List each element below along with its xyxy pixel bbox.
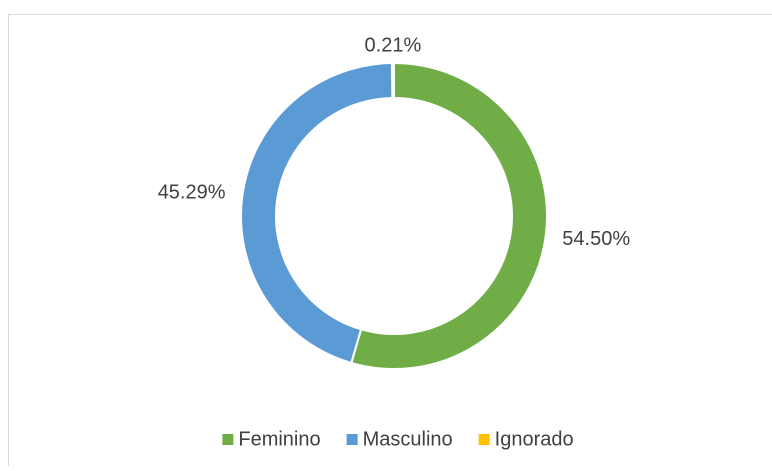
legend-label: Ignorado (495, 428, 574, 450)
donut-segment (392, 63, 394, 98)
data-label: 54.50% (562, 228, 630, 250)
legend-label: Feminino (238, 428, 320, 450)
legend-swatch (347, 434, 358, 445)
legend-swatch (479, 434, 490, 445)
legend-label: Masculino (363, 428, 453, 450)
legend-swatch (222, 434, 233, 445)
data-label: 0.21% (365, 34, 422, 56)
data-label: 45.29% (158, 181, 226, 203)
